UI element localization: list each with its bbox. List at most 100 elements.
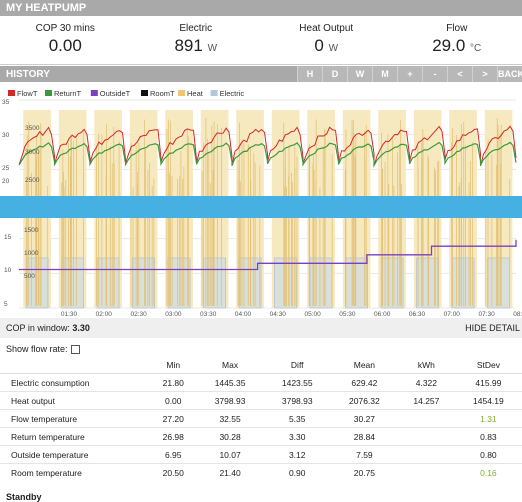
stat-label: Heat Output (261, 23, 392, 34)
table-cell: 27.20 (150, 410, 197, 428)
y-tick-label-left: 15 (4, 234, 12, 241)
table-cell: 415.99 (455, 374, 522, 392)
table-cell: Outside temperature (0, 446, 150, 464)
table-cell: 4.322 (398, 374, 455, 392)
hide-detail-button[interactable]: HIDE DETAIL (465, 323, 520, 333)
stat-heat-output: Heat Output 0 W (261, 16, 392, 64)
table-cell: 28.84 (331, 428, 398, 446)
zoom-out-button[interactable]: - (422, 66, 447, 82)
x-tick-label: 01:30 (61, 311, 78, 318)
electric-block (62, 258, 84, 308)
table-cell: 20.50 (150, 464, 197, 482)
nav-day-button[interactable]: D (322, 66, 347, 82)
y-tick-label-right: 2500 (25, 177, 40, 184)
table-cell (398, 446, 455, 464)
table-cell: Flow temperature (0, 410, 150, 428)
y-tick-label-left: 35 (2, 99, 10, 106)
stat-label: Electric (131, 23, 262, 34)
stat-unit: W (208, 43, 217, 54)
table-cell: Heat output (0, 392, 150, 410)
legend-label: RoomT (150, 89, 175, 98)
x-tick-label: 04:00 (235, 311, 252, 318)
legend-swatch (211, 90, 218, 96)
table-cell: 3.30 (264, 428, 331, 446)
stat-unit: W (329, 43, 338, 54)
table-cell (398, 428, 455, 446)
x-tick-label: 02:00 (96, 311, 113, 318)
table-cell (398, 410, 455, 428)
table-cell: 3798.93 (264, 392, 331, 410)
back-button[interactable]: BACK (497, 66, 522, 82)
electric-block (97, 258, 119, 308)
y-tick-label-right: 1000 (24, 250, 39, 257)
app-header: MY HEATPUMP (0, 0, 522, 16)
table-cell: 30.27 (331, 410, 398, 428)
legend-swatch (91, 90, 98, 96)
electric-block (168, 258, 190, 308)
y-tick-label-left: 5 (4, 301, 8, 308)
table-cell: 32.55 (197, 410, 264, 428)
nav-month-button[interactable]: M (372, 66, 397, 82)
x-tick-label: 02:30 (130, 311, 147, 318)
cop-window-value: 3.30 (72, 323, 90, 333)
table-cell: 1454.19 (455, 392, 522, 410)
zoom-in-button[interactable]: + (397, 66, 422, 82)
y-tick-label-left: 10 (4, 267, 12, 274)
legend-swatch (178, 90, 185, 96)
x-tick-label: 03:30 (200, 311, 217, 318)
table-cell: 0.90 (264, 464, 331, 482)
table-cell: 10.07 (197, 446, 264, 464)
y-tick-label-left: 30 (2, 132, 10, 139)
stats-row: COP 30 mins 0.00 Electric 891 W Heat Out… (0, 16, 522, 65)
table-cell: 14.257 (398, 392, 455, 410)
nav-hour-button[interactable]: H (297, 66, 322, 82)
pan-right-button[interactable]: > (472, 66, 497, 82)
table-header-row: Min Max Diff Mean kWh StDev (0, 356, 522, 374)
pan-left-button[interactable]: < (447, 66, 472, 82)
table-cell: 0.00 (150, 392, 197, 410)
stat-value: 891 (174, 36, 202, 55)
table-cell: 21.80 (150, 374, 197, 392)
table-header: Mean (331, 356, 398, 374)
x-tick-label: 05:00 (304, 311, 321, 318)
y-tick-label-right: 1500 (24, 227, 39, 234)
table-cell: Electric consumption (0, 374, 150, 392)
flow-rate-label: Show flow rate: (6, 344, 68, 354)
cop-window-row: COP in window: 3.30 HIDE DETAIL (0, 318, 522, 338)
table-header: StDev (455, 356, 522, 374)
stat-label: COP 30 mins (0, 23, 131, 34)
table-cell: 629.42 (331, 374, 398, 392)
electric-block (381, 258, 403, 308)
x-tick-label: 07:30 (478, 311, 495, 318)
nav-week-button[interactable]: W (347, 66, 372, 82)
table-cell: 21.40 (197, 464, 264, 482)
cop-window-label: COP in window: (6, 323, 70, 333)
table-cell: 3.12 (264, 446, 331, 464)
table-row: Flow temperature 27.20 32.55 5.35 30.27 … (0, 410, 522, 428)
legend-swatch (8, 90, 15, 96)
legend-label: ReturnT (54, 89, 82, 98)
x-tick-label: 03:00 (165, 311, 182, 318)
y-tick-label-right: 3500 (25, 125, 40, 132)
table-cell: 1423.55 (264, 374, 331, 392)
stats-table: Min Max Diff Mean kWh StDev Electric con… (0, 356, 522, 481)
table-cell: 2076.32 (331, 392, 398, 410)
table-cell: 0.80 (455, 446, 522, 464)
table-cell: 6.95 (150, 446, 197, 464)
flow-rate-checkbox[interactable] (71, 345, 80, 354)
y-tick-label-left: 25 (2, 165, 10, 172)
table-cell: 0.83 (455, 428, 522, 446)
x-tick-label: 07:00 (444, 311, 461, 318)
electric-block (204, 258, 226, 308)
x-tick-label: 05:30 (339, 311, 356, 318)
legend-swatch (141, 90, 148, 96)
table-row: Heat output 0.00 3798.93 3798.93 2076.32… (0, 392, 522, 410)
table-cell: Return temperature (0, 428, 150, 446)
table-cell: 30.28 (197, 428, 264, 446)
y-tick-label-right: 500 (24, 273, 35, 280)
x-tick-label: 06:00 (374, 311, 391, 318)
table-header: Diff (264, 356, 331, 374)
table-cell: 3798.93 (197, 392, 264, 410)
stat-value: 0 (314, 36, 323, 55)
y-tick-label-left: 20 (2, 178, 10, 185)
